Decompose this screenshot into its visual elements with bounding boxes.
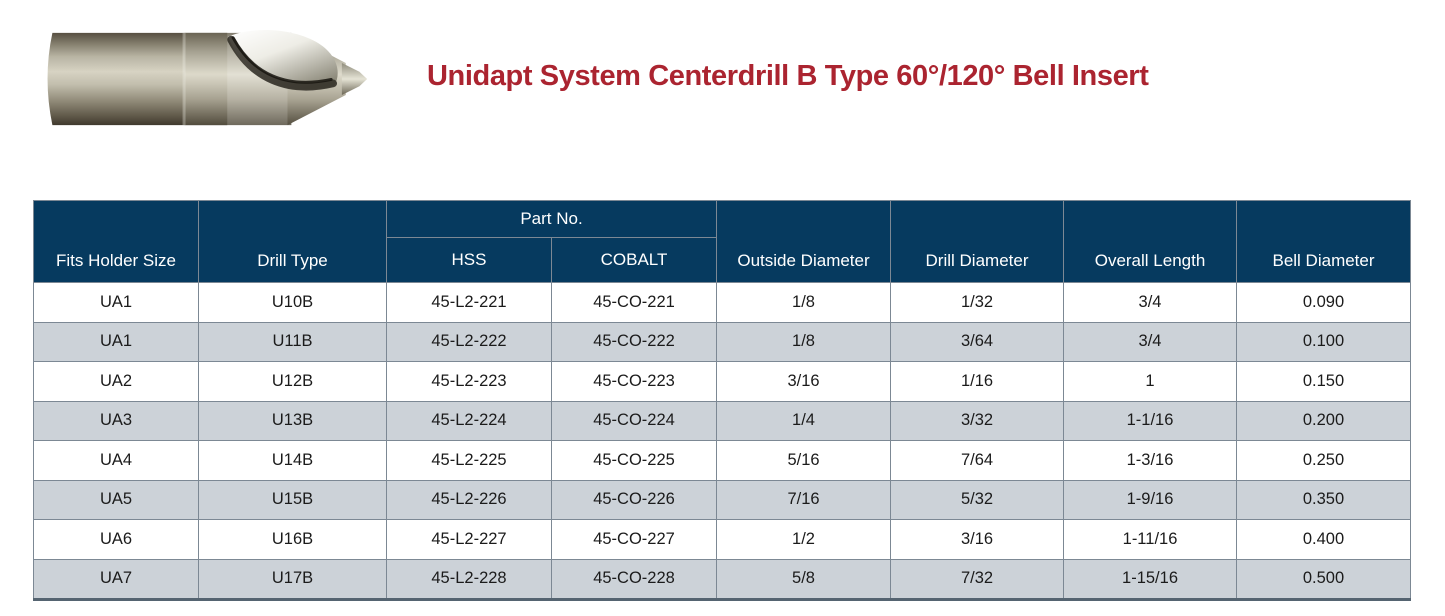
cell-outside-diameter: 3/16 (716, 361, 892, 402)
cell-part-no-cobalt: 45-CO-228 (550, 558, 718, 600)
cell-drill-type: U11B (198, 321, 387, 362)
cell-drill-diameter: 5/32 (890, 479, 1065, 520)
cell-part-no-cobalt: 45-CO-227 (550, 519, 718, 560)
cell-overall-length: 1 (1063, 361, 1238, 402)
cell-outside-diameter: 5/16 (716, 440, 892, 481)
cell-part-no-hss: 45-L2-221 (386, 282, 552, 323)
cell-outside-diameter: 1/8 (716, 321, 892, 362)
cell-fits-holder-size: UA5 (33, 479, 199, 520)
cell-overall-length: 1-3/16 (1063, 440, 1238, 481)
centerdrill-photo (36, 28, 368, 130)
cell-bell-diameter: 0.200 (1236, 400, 1412, 441)
cell-bell-diameter: 0.350 (1236, 479, 1412, 520)
cell-drill-type: U15B (198, 479, 387, 520)
cell-overall-length: 1-9/16 (1063, 479, 1238, 520)
column-header-drill-type: Drill Type (198, 200, 387, 283)
table-row: UA4 U14B 45-L2-225 45-CO-225 5/16 7/64 1… (33, 440, 1412, 481)
cell-part-no-cobalt: 45-CO-224 (550, 400, 718, 441)
table-row: UA1 U10B 45-L2-221 45-CO-221 1/8 1/32 3/… (33, 282, 1412, 323)
cell-drill-diameter: 7/64 (890, 440, 1065, 481)
spec-table: Fits Holder Size Drill Type Part No. Out… (33, 200, 1412, 601)
cell-fits-holder-size: UA1 (33, 282, 199, 323)
cell-drill-type: U10B (198, 282, 387, 323)
table-body: UA1 U10B 45-L2-221 45-CO-221 1/8 1/32 3/… (33, 282, 1412, 600)
cell-part-no-cobalt: 45-CO-225 (550, 440, 718, 481)
column-group-header-part-no: Part No. (385, 200, 718, 238)
cell-part-no-cobalt: 45-CO-222 (550, 321, 718, 362)
cell-fits-holder-size: UA6 (33, 519, 199, 560)
column-header-fits-holder-size: Fits Holder Size (33, 200, 199, 283)
cell-drill-type: U16B (198, 519, 387, 560)
column-header-outside-diameter: Outside Diameter (716, 200, 892, 283)
cell-drill-type: U13B (198, 400, 387, 441)
cell-bell-diameter: 0.090 (1236, 282, 1412, 323)
cell-bell-diameter: 0.500 (1236, 558, 1412, 600)
cell-fits-holder-size: UA2 (33, 361, 199, 402)
cell-part-no-cobalt: 45-CO-226 (550, 479, 718, 520)
cell-drill-diameter: 1/16 (890, 361, 1065, 402)
cell-bell-diameter: 0.250 (1236, 440, 1412, 481)
cell-drill-type: U12B (198, 361, 387, 402)
column-header-overall-length: Overall Length (1063, 200, 1238, 283)
cell-part-no-hss: 45-L2-226 (386, 479, 552, 520)
column-header-hss: HSS (386, 237, 552, 283)
cell-fits-holder-size: UA7 (33, 558, 199, 600)
cell-outside-diameter: 7/16 (716, 479, 892, 520)
cell-bell-diameter: 0.100 (1236, 321, 1412, 362)
cell-overall-length: 1-1/16 (1063, 400, 1238, 441)
cell-drill-diameter: 3/64 (890, 321, 1065, 362)
cell-part-no-hss: 45-L2-222 (386, 321, 552, 362)
table-row: UA6 U16B 45-L2-227 45-CO-227 1/2 3/16 1-… (33, 519, 1412, 560)
cell-outside-diameter: 5/8 (716, 558, 892, 600)
table-row: UA5 U15B 45-L2-226 45-CO-226 7/16 5/32 1… (33, 479, 1412, 520)
cell-part-no-hss: 45-L2-223 (386, 361, 552, 402)
cell-drill-diameter: 1/32 (890, 282, 1065, 323)
column-header-bell-diameter: Bell Diameter (1236, 200, 1412, 283)
cell-fits-holder-size: UA4 (33, 440, 199, 481)
table-row: UA2 U12B 45-L2-223 45-CO-223 3/16 1/16 1… (33, 361, 1412, 402)
cell-fits-holder-size: UA3 (33, 400, 199, 441)
table-row: UA1 U11B 45-L2-222 45-CO-222 1/8 3/64 3/… (33, 321, 1412, 362)
cell-drill-type: U17B (198, 558, 387, 600)
column-header-drill-diameter: Drill Diameter (890, 200, 1065, 283)
cell-part-no-hss: 45-L2-227 (386, 519, 552, 560)
cell-outside-diameter: 1/8 (716, 282, 892, 323)
cell-bell-diameter: 0.400 (1236, 519, 1412, 560)
cell-fits-holder-size: UA1 (33, 321, 199, 362)
column-header-cobalt: COBALT (550, 237, 718, 283)
centerdrill-illustration (47, 30, 368, 126)
cell-drill-diameter: 3/16 (890, 519, 1065, 560)
table-header: Fits Holder Size Drill Type Part No. Out… (33, 200, 1412, 283)
cell-overall-length: 1-15/16 (1063, 558, 1238, 600)
cell-overall-length: 3/4 (1063, 321, 1238, 362)
table-row: UA3 U13B 45-L2-224 45-CO-224 1/4 3/32 1-… (33, 400, 1412, 441)
cell-part-no-hss: 45-L2-225 (386, 440, 552, 481)
cell-bell-diameter: 0.150 (1236, 361, 1412, 402)
cell-overall-length: 1-11/16 (1063, 519, 1238, 560)
cell-drill-type: U14B (198, 440, 387, 481)
cell-outside-diameter: 1/2 (716, 519, 892, 560)
cell-part-no-cobalt: 45-CO-223 (550, 361, 718, 402)
cell-drill-diameter: 7/32 (890, 558, 1065, 600)
cell-drill-diameter: 3/32 (890, 400, 1065, 441)
cell-part-no-hss: 45-L2-224 (386, 400, 552, 441)
table-row: UA7 U17B 45-L2-228 45-CO-228 5/8 7/32 1-… (33, 558, 1412, 600)
page-title: Unidapt System Centerdrill B Type 60°/12… (427, 60, 1149, 92)
cell-outside-diameter: 1/4 (716, 400, 892, 441)
cell-part-no-cobalt: 45-CO-221 (550, 282, 718, 323)
cell-overall-length: 3/4 (1063, 282, 1238, 323)
cell-part-no-hss: 45-L2-228 (386, 558, 552, 600)
